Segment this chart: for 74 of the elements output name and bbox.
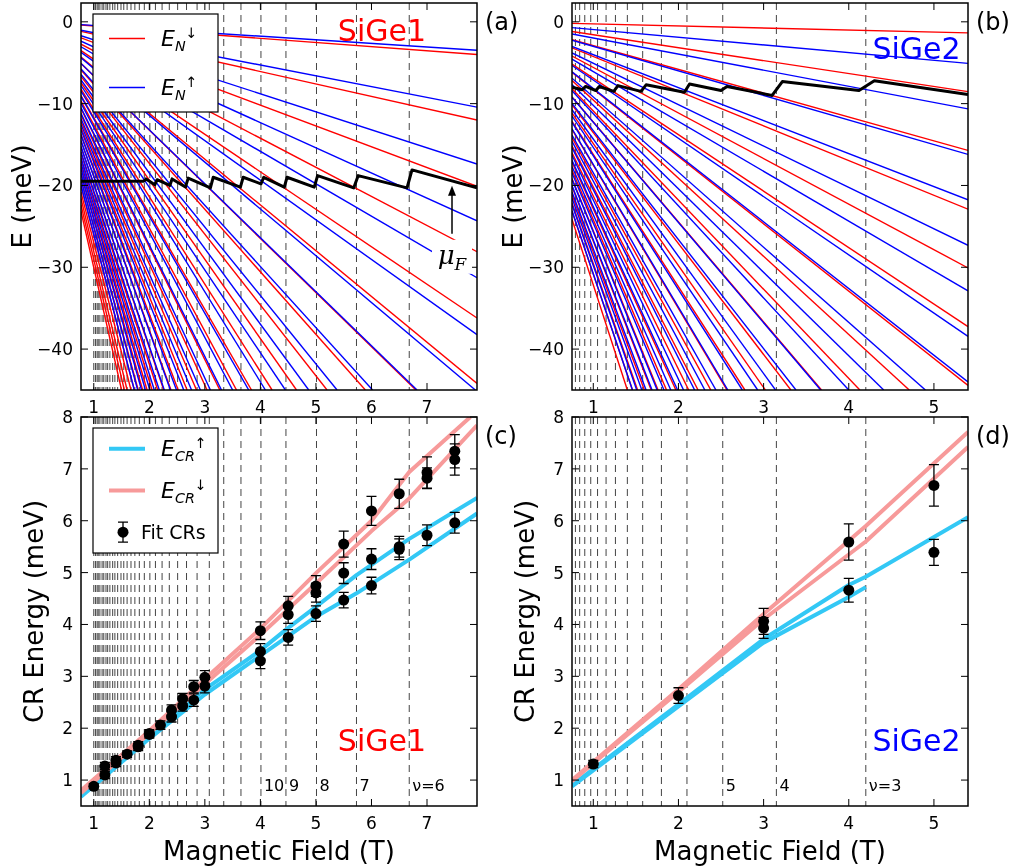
annotation: SiGe1 <box>337 13 427 49</box>
annotation: 7 <box>359 776 370 796</box>
x-tick-label: 6 <box>366 397 377 417</box>
x-tick-label: 7 <box>421 813 433 833</box>
y-axis-title: E (meV) <box>498 144 528 249</box>
text: (d) <box>976 422 1010 450</box>
x-tick-label: 5 <box>310 397 322 417</box>
y-tick-label: 6 <box>553 510 564 531</box>
annotation: ν=3 <box>868 776 902 796</box>
legend-label: Fit CRs <box>141 521 206 544</box>
x-tick-label: 7 <box>421 397 433 417</box>
y-tick-label: −10 <box>528 93 564 114</box>
x-tick-label: 5 <box>310 813 322 833</box>
x-tick-label: 1 <box>587 397 599 417</box>
y-tick-label: 2 <box>62 718 73 739</box>
y-tick-label: −10 <box>37 93 73 114</box>
y-tick-label: 2 <box>553 718 564 739</box>
y-tick-label: 8 <box>553 407 564 427</box>
x-axis-title: Magnetic Field (T) <box>163 836 395 866</box>
annotation: SiGe2 <box>872 30 961 66</box>
x-tick-label: 3 <box>758 397 770 417</box>
y-tick-label: −40 <box>37 339 73 360</box>
annotation: 10 <box>263 776 285 796</box>
x-tick-label: 6 <box>366 813 377 833</box>
x-tick-label: 3 <box>199 397 211 417</box>
y-tick-label: 6 <box>62 510 73 531</box>
x-tick-label: 5 <box>928 397 940 417</box>
annotation: SiGe1 <box>337 722 427 758</box>
x-tick-label: 2 <box>143 813 155 833</box>
x-tick-label: 1 <box>88 397 100 417</box>
text: (c) <box>485 422 517 450</box>
x-tick-label: 4 <box>254 397 266 417</box>
x-tick-label: 1 <box>587 813 599 833</box>
annotation: 5 <box>725 776 736 796</box>
y-axis-title: E (meV) <box>7 144 37 249</box>
y-tick-label: 1 <box>62 770 73 791</box>
y-tick-label: 8 <box>62 407 73 427</box>
x-tick-label: 3 <box>199 813 211 833</box>
y-tick-label: −20 <box>37 175 73 196</box>
annotation: μ$_{F}$ <box>437 239 468 274</box>
x-tick-label: 4 <box>254 813 266 833</box>
x-tick-label: 2 <box>673 397 684 417</box>
y-axis-title: CR Energy (meV) <box>510 499 540 724</box>
y-tick-label: 5 <box>62 562 73 583</box>
x-tick-label: 2 <box>673 813 684 833</box>
y-tick-label: 0 <box>62 11 73 32</box>
y-tick-label: 0 <box>553 11 564 32</box>
x-tick-label: 4 <box>843 397 855 417</box>
annotation: SiGe2 <box>872 722 961 758</box>
x-tick-label: 3 <box>758 813 770 833</box>
y-tick-label: −40 <box>528 339 564 360</box>
y-tick-label: 3 <box>62 666 73 687</box>
annotation: 4 <box>779 776 790 796</box>
x-tick-label: 2 <box>143 397 155 417</box>
x-tick-label: 1 <box>88 813 100 833</box>
y-tick-label: 5 <box>553 562 564 583</box>
text: (a) <box>485 8 519 36</box>
x-axis-title: Magnetic Field (T) <box>654 836 886 866</box>
annotation: 8 <box>319 776 330 796</box>
y-tick-label: −30 <box>37 257 73 278</box>
y-axis-title: CR Energy (meV) <box>19 499 49 724</box>
y-tick-label: 7 <box>62 458 73 479</box>
y-tick-label: 7 <box>553 458 564 479</box>
y-tick-label: 4 <box>62 614 73 635</box>
y-tick-label: 4 <box>553 614 564 635</box>
y-tick-label: 3 <box>553 666 564 687</box>
x-tick-label: 5 <box>928 813 940 833</box>
y-tick-label: −20 <box>528 175 564 196</box>
y-tick-label: −30 <box>528 257 564 278</box>
annotation: ν=6 <box>412 776 445 796</box>
y-tick-label: 1 <box>553 770 564 791</box>
text: (b) <box>976 8 1010 36</box>
annotation: 9 <box>288 776 300 796</box>
x-tick-label: 4 <box>843 813 855 833</box>
